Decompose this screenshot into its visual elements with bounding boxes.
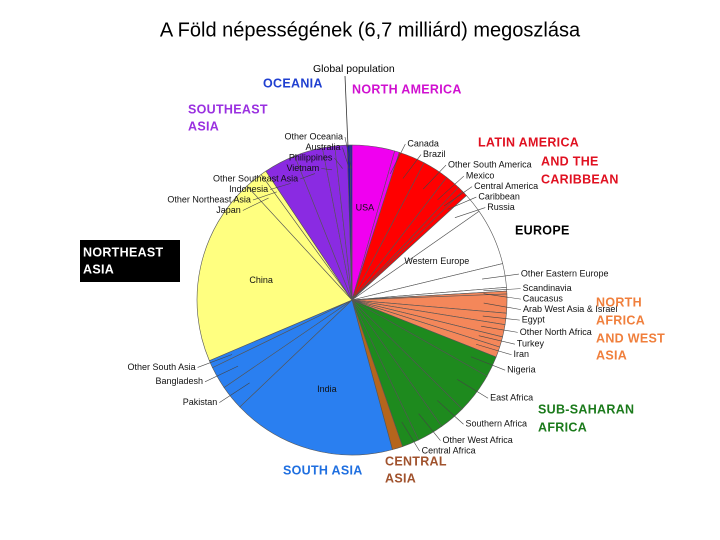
leader-line xyxy=(454,207,486,219)
slice-label: Japan xyxy=(216,205,241,215)
leader-line xyxy=(483,293,521,300)
region-label: SUB-SAHARAN xyxy=(538,402,634,416)
slice-label: Canada xyxy=(407,138,439,148)
slice-label: Southern Africa xyxy=(466,419,528,429)
region-label: CARIBBEAN xyxy=(541,172,619,186)
slice-label: Caucasus xyxy=(523,294,564,304)
leader-line xyxy=(482,273,519,280)
region-label: ASIA xyxy=(596,348,627,362)
region-label: NORTH xyxy=(596,295,642,309)
leader-line xyxy=(270,183,291,190)
slice-label: Indonesia xyxy=(229,184,268,194)
region-label: NORTHEAST xyxy=(83,245,164,259)
slice-label: Caribbean xyxy=(478,191,520,201)
region-label: ASIA xyxy=(83,262,114,276)
chart-title: A Föld népességének (6,7 milliárd) megos… xyxy=(160,19,581,41)
slice-label: Other South Asia xyxy=(128,362,196,372)
region-label: ASIA xyxy=(385,471,416,485)
region-label: CENTRAL xyxy=(385,454,447,468)
slice-label: Arab West Asia & Israel xyxy=(523,304,617,314)
slice-label: Other Oceania xyxy=(284,131,343,141)
leader-line xyxy=(252,191,277,201)
slice-label: Mexico xyxy=(466,170,495,180)
slice-label: Other North Africa xyxy=(520,327,592,337)
region-label: AFRICA xyxy=(538,420,587,434)
leader-line xyxy=(342,147,350,169)
region-label: AND THE xyxy=(541,154,599,168)
region-label: OCEANIA xyxy=(263,76,323,90)
slice-label: Philippines xyxy=(289,152,333,162)
slice-label: Brazil xyxy=(423,149,446,159)
region-label: LATIN AMERICA xyxy=(478,135,579,149)
slice-label: China xyxy=(249,275,273,285)
slice-label: Other Southeast Asia xyxy=(213,173,298,183)
slice-label: Other Northeast Asia xyxy=(167,194,251,204)
region-label: AND WEST xyxy=(596,331,665,345)
leader-line xyxy=(300,173,316,180)
leader-line xyxy=(334,157,343,169)
slice-label: Iran xyxy=(514,349,530,359)
pointer-label: Global population xyxy=(313,63,395,75)
slice-label: Australia xyxy=(305,142,340,152)
leader-line xyxy=(422,164,447,190)
region-box xyxy=(80,240,180,282)
slice-label: Nigeria xyxy=(507,365,536,375)
leader-line xyxy=(219,382,250,403)
slice-label: USA xyxy=(356,202,375,212)
leader-line xyxy=(344,136,352,169)
region-label: AFRICA xyxy=(596,313,645,327)
leader-line xyxy=(476,343,512,356)
leader-line xyxy=(401,421,420,452)
slice-label: Western Europe xyxy=(404,256,469,266)
leader-line xyxy=(321,168,333,171)
leader-line xyxy=(437,175,465,201)
leader-line xyxy=(197,354,233,368)
slice-label: Vietnam xyxy=(286,163,319,173)
leader-line xyxy=(447,196,477,210)
leader-line xyxy=(389,143,406,175)
leader-line xyxy=(482,315,520,321)
leader-line xyxy=(456,379,489,399)
leader-line xyxy=(204,365,239,383)
pie-slice xyxy=(239,299,393,456)
region-label: EUROPE xyxy=(515,223,570,237)
leader-line xyxy=(437,400,464,425)
pie-slice xyxy=(196,185,353,361)
slice-label: Scandinavia xyxy=(523,283,572,293)
pie-slice xyxy=(349,144,353,301)
slice-label: Other South America xyxy=(448,159,532,169)
pointer-line xyxy=(344,75,349,148)
slice-label: Turkey xyxy=(517,339,545,349)
leader-line xyxy=(478,335,515,345)
leader-line xyxy=(402,154,422,179)
region-label: ASIA xyxy=(188,119,219,133)
region-label: NORTH AMERICA xyxy=(352,82,462,96)
slice-label: India xyxy=(317,384,337,394)
slice-label: Pakistan xyxy=(183,397,218,407)
slice-label: Egypt xyxy=(522,315,546,325)
leader-line xyxy=(242,197,269,211)
slice-label: East Africa xyxy=(490,393,533,403)
leader-line xyxy=(418,413,441,441)
slice-label: Central America xyxy=(474,181,538,191)
leader-line xyxy=(483,302,522,310)
slice-label: Russia xyxy=(487,202,515,212)
slice-label: Bangladesh xyxy=(155,376,203,386)
slice-label: Other Eastern Europe xyxy=(521,268,609,278)
leader-line xyxy=(470,356,506,371)
slice-label: Central Africa xyxy=(422,445,476,455)
region-label: SOUTH ASIA xyxy=(283,463,363,477)
leader-line xyxy=(481,325,518,333)
leader-line xyxy=(444,186,473,207)
region-label: SOUTHEAST xyxy=(188,102,268,116)
leader-line xyxy=(483,288,521,292)
slice-label: Other West Africa xyxy=(442,435,512,445)
